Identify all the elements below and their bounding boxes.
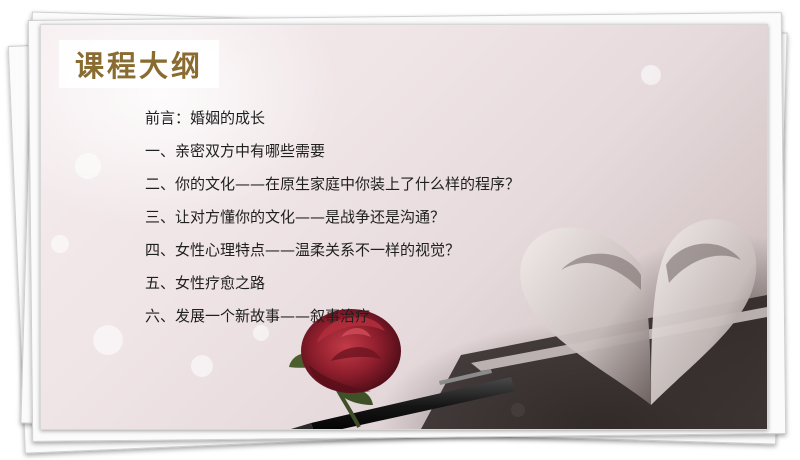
outline-item: 一、亲密双方中有哪些需要 xyxy=(145,142,326,160)
bokeh-light xyxy=(641,65,661,85)
bokeh-light xyxy=(191,355,213,377)
heart-inner-shadow xyxy=(561,253,641,290)
pen-tip xyxy=(291,423,313,429)
heart-inner-shadow xyxy=(666,243,741,283)
bokeh-light xyxy=(75,153,101,179)
rose-petal xyxy=(331,347,381,361)
rose-petal xyxy=(341,328,371,337)
pen xyxy=(311,377,515,429)
title-box: 课程大纲 xyxy=(59,40,219,88)
bokeh-light xyxy=(51,235,69,253)
heart-book-photo xyxy=(289,219,767,429)
rose-petal xyxy=(309,365,371,393)
slide-panel: 课程大纲 前言：婚姻的成长 一、亲密双方中有哪些需要 二、你的文化——在原生家庭… xyxy=(40,24,768,430)
slide-title: 课程大纲 xyxy=(74,49,203,83)
outline-item: 六、发展一个新故事——叙事治疗 xyxy=(145,307,371,325)
rose-petal xyxy=(317,316,385,343)
outline-item: 前言：婚姻的成长 xyxy=(145,109,266,127)
outline-item: 五、女性疗愈之路 xyxy=(145,274,266,292)
bokeh-light xyxy=(93,325,123,355)
outline-item: 四、女性心理特点——温柔关系不一样的视觉？ xyxy=(145,241,461,259)
outline-item: 三、让对方懂你的文化——是战争还是沟通？ xyxy=(145,208,446,226)
bokeh-light xyxy=(253,325,269,341)
rose-leaf xyxy=(341,388,373,405)
pen-clip xyxy=(439,369,492,385)
outline-item: 二、你的文化——在原生家庭中你装上了什么样的程序？ xyxy=(145,175,521,193)
course-outline-list: 前言：婚姻的成长 一、亲密双方中有哪些需要 二、你的文化——在原生家庭中你装上了… xyxy=(145,102,520,333)
